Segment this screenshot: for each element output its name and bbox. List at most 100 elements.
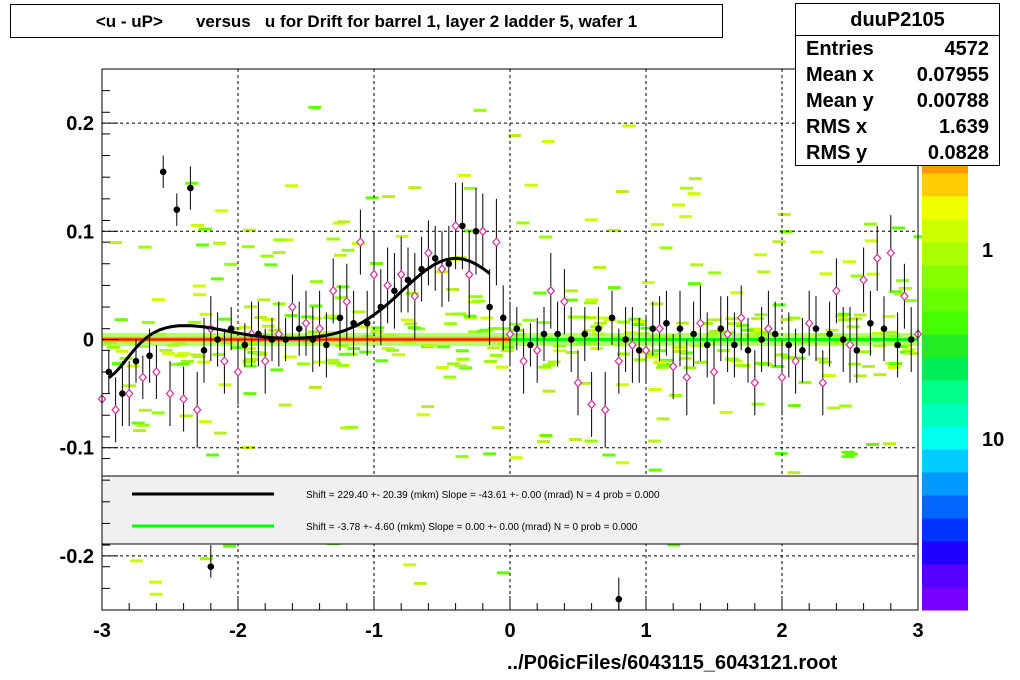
histogram-cell bbox=[176, 362, 190, 366]
data-point bbox=[220, 356, 229, 367]
histogram-cell bbox=[842, 260, 856, 264]
histogram-cell bbox=[206, 453, 220, 457]
data-point bbox=[424, 248, 433, 258]
histogram-cell bbox=[716, 349, 730, 353]
stat-row-mean-x: Mean x 0.07955 bbox=[806, 64, 989, 90]
histogram-cell bbox=[435, 366, 449, 370]
histogram-cell bbox=[623, 331, 637, 335]
data-point bbox=[499, 314, 507, 322]
histogram-cell bbox=[615, 189, 629, 193]
histogram-cell bbox=[671, 203, 685, 207]
data-point bbox=[288, 302, 297, 312]
histogram-cell bbox=[650, 302, 664, 306]
histogram-cell bbox=[683, 366, 697, 370]
histogram-cell bbox=[283, 355, 297, 359]
data-point bbox=[872, 253, 882, 264]
histogram-cell bbox=[114, 318, 128, 322]
color-bar-segment bbox=[922, 242, 968, 266]
histogram-cell bbox=[334, 296, 348, 300]
data-point bbox=[853, 347, 861, 354]
data-point bbox=[111, 404, 120, 415]
histogram-cell bbox=[115, 349, 129, 353]
histogram-cell bbox=[584, 439, 598, 443]
histogram-cell bbox=[585, 298, 599, 302]
data-point bbox=[907, 336, 915, 343]
data-point bbox=[356, 237, 365, 248]
stat-value: 0.07955 bbox=[916, 64, 989, 86]
stat-label: RMS x bbox=[806, 116, 868, 138]
histogram-cell bbox=[254, 315, 268, 319]
histogram-cell bbox=[193, 293, 207, 297]
histogram-cell bbox=[653, 360, 667, 364]
histogram-cell bbox=[453, 312, 467, 316]
fit-legend: Shift = 229.40 +- 20.39 (mkm) Slope = -4… bbox=[101, 475, 919, 545]
data-point bbox=[832, 285, 841, 296]
data-point bbox=[369, 269, 379, 280]
histogram-cell bbox=[401, 318, 415, 322]
histogram-cell bbox=[284, 314, 298, 318]
histogram-cell bbox=[260, 254, 274, 258]
data-point bbox=[554, 330, 561, 338]
data-point bbox=[404, 276, 412, 284]
data-point bbox=[241, 341, 249, 349]
histogram-cell bbox=[138, 245, 152, 249]
data-point bbox=[736, 312, 746, 323]
histogram-cell bbox=[873, 373, 887, 377]
data-point bbox=[315, 323, 324, 334]
color-bar-segment bbox=[922, 403, 968, 427]
histogram-cell bbox=[583, 301, 597, 305]
y-tick-label: 0.2 bbox=[66, 113, 94, 135]
histogram-cell bbox=[149, 592, 163, 596]
histogram-cell bbox=[593, 265, 607, 269]
histogram-cell bbox=[542, 363, 556, 367]
data-point bbox=[301, 318, 311, 329]
histogram-cell bbox=[847, 362, 861, 366]
histogram-cell bbox=[810, 250, 824, 254]
histogram-cell bbox=[344, 425, 358, 429]
histogram-cell bbox=[678, 356, 692, 360]
stat-row-mean-y: Mean y 0.00788 bbox=[806, 90, 989, 116]
histogram-cell bbox=[308, 385, 322, 389]
histogram-cell bbox=[846, 325, 860, 329]
histogram-cell bbox=[162, 352, 176, 356]
histogram-cell bbox=[326, 358, 340, 362]
histogram-cell bbox=[359, 350, 373, 354]
histogram-cell bbox=[192, 284, 206, 288]
color-bar-label: 1 bbox=[982, 240, 993, 262]
data-point bbox=[328, 285, 338, 296]
data-point bbox=[124, 388, 134, 399]
histogram-cell bbox=[792, 356, 806, 360]
histogram-cell bbox=[740, 328, 754, 332]
histogram-cell bbox=[827, 406, 841, 410]
histogram-cell bbox=[622, 124, 636, 128]
histogram-cell bbox=[473, 108, 487, 112]
histogram-cell bbox=[865, 239, 879, 243]
data-point bbox=[540, 330, 548, 338]
color-bar-segment bbox=[922, 518, 968, 542]
histogram-cell bbox=[308, 105, 322, 109]
data-point bbox=[165, 388, 175, 399]
data-point bbox=[615, 595, 623, 603]
histogram-cell bbox=[141, 320, 155, 324]
histogram-cell bbox=[895, 279, 909, 283]
histogram-cell bbox=[659, 246, 673, 250]
histogram-cell bbox=[837, 312, 851, 316]
histogram-cell bbox=[772, 303, 786, 307]
histogram-cell bbox=[787, 404, 801, 408]
histogram-cell bbox=[568, 437, 582, 441]
histogram-cell bbox=[126, 364, 140, 368]
title-box: <u - uP> versus u for Drift for barrel 1… bbox=[10, 4, 723, 38]
histogram-cell bbox=[480, 316, 494, 320]
histogram-cell bbox=[680, 186, 694, 190]
data-point bbox=[567, 336, 575, 343]
data-point bbox=[451, 220, 460, 231]
histogram-cell bbox=[455, 455, 469, 459]
data-point bbox=[560, 296, 569, 307]
y-tick-label: 0 bbox=[83, 330, 94, 352]
histogram-cell bbox=[408, 186, 422, 190]
histogram-cell bbox=[672, 345, 686, 349]
color-bar-segment bbox=[922, 173, 968, 197]
y-axis: 0.2 0.1 0 -0.1 -0.2 bbox=[60, 68, 118, 611]
histogram-cell bbox=[264, 263, 278, 267]
histogram-cell bbox=[446, 287, 460, 291]
